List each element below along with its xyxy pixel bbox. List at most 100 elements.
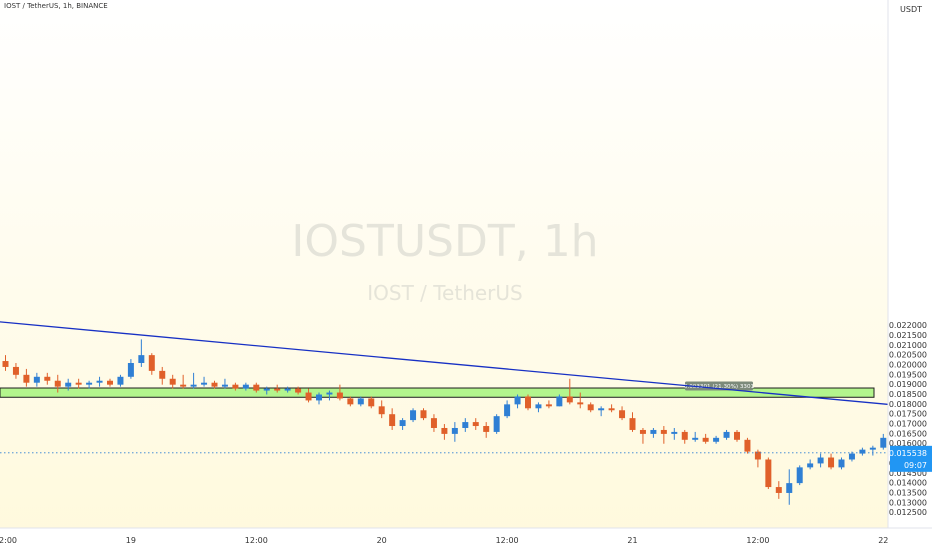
candle-body [681, 431, 688, 440]
candle-body [295, 388, 302, 393]
candle-body [169, 378, 176, 385]
y-tick-label: 0.019500 [889, 370, 927, 379]
current-price-badge [890, 445, 932, 472]
x-tick-label: 12:00 [496, 536, 519, 545]
candle-body [253, 384, 260, 391]
candle-body [23, 374, 30, 383]
y-tick-label: 0.016500 [889, 429, 927, 438]
watermark-pair: IOST / TetherUS [367, 281, 523, 305]
resistance-zone [0, 387, 875, 398]
candle-body [274, 388, 281, 391]
candle-body [702, 437, 709, 442]
candle-body [221, 384, 228, 387]
candle-body [608, 408, 615, 411]
candle-body [514, 396, 521, 405]
candle-body [410, 410, 417, 421]
y-tick-label: 0.021500 [889, 331, 927, 340]
measure-label: 0.003301 (21.30%) 3301 [684, 384, 755, 390]
candle-body [650, 429, 657, 434]
candle-body [127, 363, 134, 377]
price-countdown: 09:07 [904, 461, 927, 470]
candle-body [389, 414, 396, 427]
candle-body [838, 459, 845, 468]
candle-body [242, 384, 249, 389]
candle-body [316, 394, 322, 401]
candle-body [775, 487, 782, 493]
time-axis [0, 528, 932, 550]
candle-body [159, 370, 166, 379]
candle-body [336, 392, 343, 399]
trend-line [0, 321, 932, 410]
candle-body [107, 380, 113, 385]
x-tick-label: 19 [126, 536, 136, 545]
candle-body [619, 410, 626, 419]
candle-body [326, 392, 333, 395]
candle-body [232, 384, 239, 389]
candle-body [420, 410, 427, 419]
candle-body [75, 382, 82, 385]
candle-body [692, 437, 699, 440]
candle-body [639, 429, 646, 434]
y-tick-label: 0.012500 [889, 508, 927, 517]
candle-body [754, 451, 761, 460]
x-tick-label: 20 [377, 536, 387, 545]
candle-body [848, 453, 855, 460]
candle-body [284, 388, 291, 391]
candle-body [263, 388, 270, 391]
candle-body [357, 398, 364, 405]
candle-body [817, 457, 824, 464]
y-tick-label: 0.021000 [889, 341, 927, 350]
y-tick-label: 0.016000 [889, 439, 927, 448]
candle-body [828, 457, 835, 468]
candle-body [117, 376, 124, 385]
candle-body [190, 384, 197, 387]
candle-body [347, 398, 354, 405]
y-tick-label: 0.020000 [889, 360, 927, 369]
x-tick-label: 12:00 [245, 536, 268, 545]
candle-body [525, 396, 531, 409]
candle-body [723, 431, 730, 438]
candle-body [880, 437, 887, 448]
candle-body [86, 382, 93, 385]
candle-body [305, 392, 312, 401]
candle-body [504, 404, 511, 417]
candle-body [138, 355, 145, 364]
y-tick-label: 0.013000 [889, 498, 927, 507]
x-tick-label: 12:00 [0, 536, 17, 545]
candle-body [744, 439, 751, 452]
candle-body [807, 463, 814, 468]
candle-body [96, 380, 103, 383]
candle-body [472, 422, 479, 427]
y-tick-label: 0.018000 [889, 400, 927, 409]
candle-body [786, 483, 793, 493]
candle-body [441, 427, 448, 434]
candle-body [201, 382, 208, 385]
y-tick-label: 0.019000 [889, 380, 927, 389]
currency-label-bg [898, 2, 930, 16]
candle-body [44, 376, 51, 381]
measure-label-box [685, 381, 753, 391]
candle-body [629, 418, 636, 430]
candle-body [660, 429, 667, 434]
candle-body [180, 384, 187, 387]
candle-body [451, 427, 458, 434]
y-tick-label: 0.014500 [889, 469, 927, 478]
candle-body [859, 449, 866, 454]
candle-body [545, 404, 552, 407]
x-tick-label: 22 [878, 536, 888, 545]
candle-body [54, 380, 61, 387]
symbol-header: IOST / TetherUS, 1h, BINANCE [4, 2, 108, 10]
candle-body [378, 406, 385, 415]
y-tick-label: 0.020500 [889, 351, 927, 360]
candle-body [577, 402, 584, 405]
candle-body [148, 355, 155, 371]
x-tick-label: 21 [627, 536, 637, 545]
candle-body [211, 382, 218, 387]
candle-body [566, 396, 573, 403]
y-tick-label: 0.017000 [889, 420, 927, 429]
currency-label: USDT [900, 5, 922, 14]
candle-body [671, 431, 678, 434]
